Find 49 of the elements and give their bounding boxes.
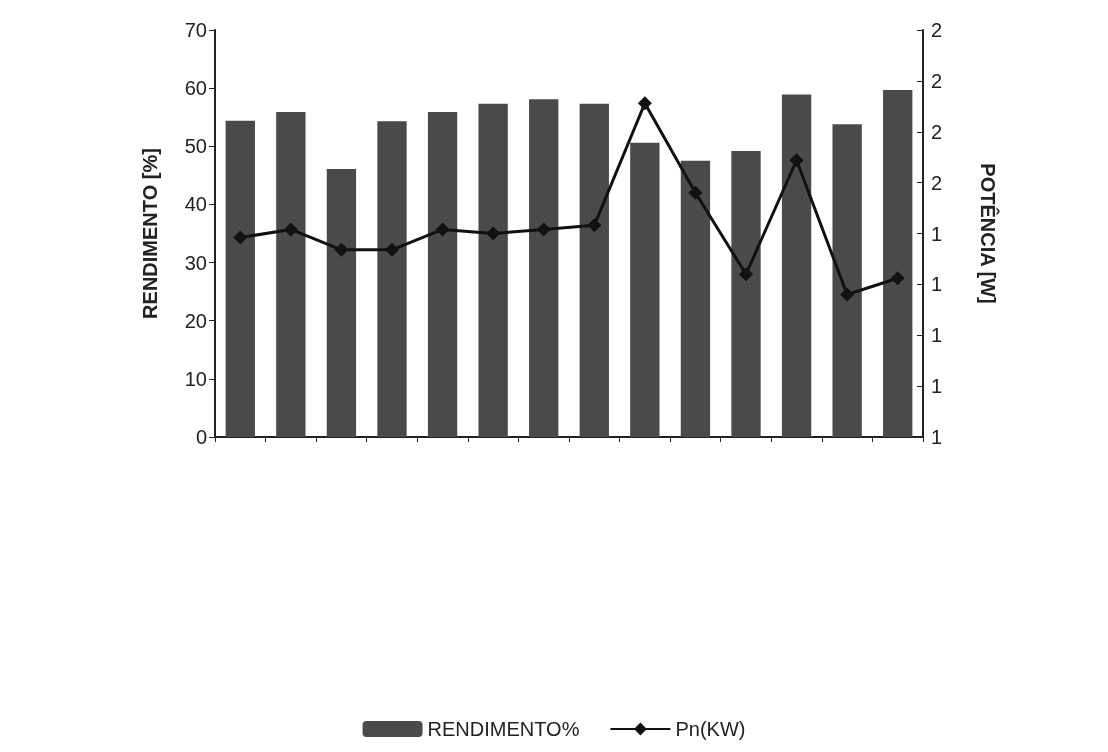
point	[840, 287, 855, 302]
bar	[630, 142, 660, 437]
y-tick-label: 50	[184, 135, 207, 158]
point	[536, 222, 551, 237]
point	[283, 222, 298, 237]
y-tick-label: 30	[184, 251, 207, 274]
point	[385, 242, 399, 257]
y-tick-label: 60	[184, 77, 207, 100]
bar	[225, 120, 255, 437]
y2-tick-label: 1	[931, 222, 943, 245]
point	[334, 242, 349, 257]
y2-tick-label: 2	[931, 19, 943, 41]
point	[739, 267, 753, 282]
point	[435, 222, 450, 237]
point	[233, 230, 248, 245]
bar	[832, 124, 862, 437]
bar	[427, 111, 458, 437]
y-tick-label: 40	[184, 193, 207, 216]
point	[637, 96, 652, 111]
bar	[377, 121, 407, 437]
point	[587, 218, 602, 233]
point	[688, 185, 703, 200]
bar	[326, 168, 357, 437]
point	[486, 226, 501, 241]
bar	[680, 160, 711, 437]
y2-tick-label: 2	[931, 171, 943, 194]
bar	[883, 89, 913, 437]
y2-tick-label: 1	[931, 375, 943, 398]
y2-tick-label: 1	[931, 426, 943, 448]
y-tick-label: 0	[195, 426, 207, 448]
y-tick-label: 10	[184, 367, 207, 390]
point	[890, 271, 905, 286]
bar	[731, 150, 761, 437]
y2-tick-label: 2	[931, 69, 943, 92]
bar	[478, 103, 508, 437]
bar	[781, 94, 812, 437]
y-tick-label: 70	[184, 19, 207, 41]
point	[789, 153, 804, 168]
bar	[276, 111, 306, 437]
y-tick-label: 20	[184, 309, 207, 332]
y2-axis-title: POTÊNCIA [W]	[977, 163, 1000, 304]
y2-tick-label: 2	[931, 120, 943, 143]
bar	[579, 103, 609, 437]
y-axis-title: RENDIMENTO [%]	[139, 148, 161, 319]
legend-label: Pn(KW)	[675, 718, 746, 740]
y2-tick-label: 1	[931, 324, 943, 347]
bar	[529, 99, 559, 437]
legend-label: RENDIMENTO%	[427, 718, 580, 740]
y2-tick-label: 1	[931, 273, 943, 296]
